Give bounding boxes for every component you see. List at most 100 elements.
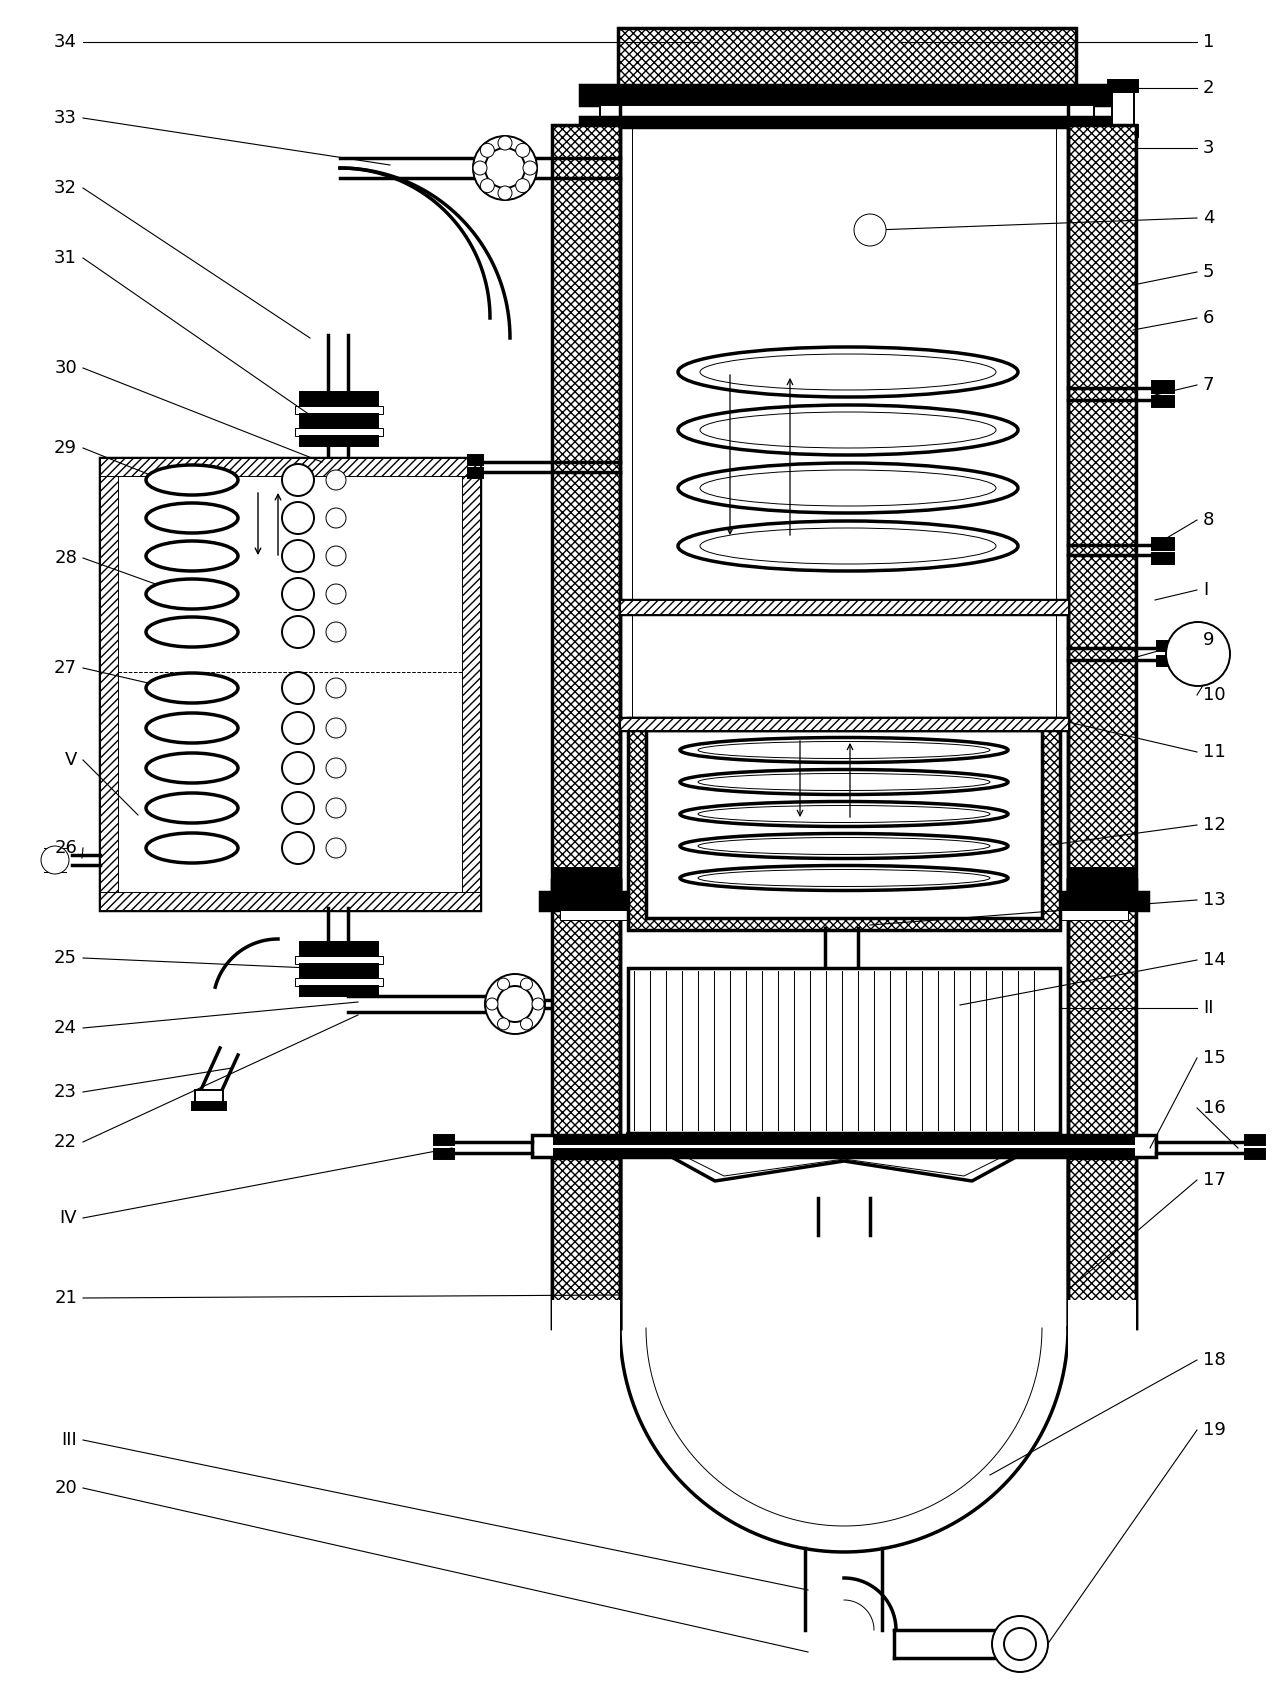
Bar	[100, 458, 480, 475]
Text: 26: 26	[54, 838, 77, 857]
Bar	[1245, 1135, 1265, 1145]
Ellipse shape	[146, 503, 238, 533]
Bar	[552, 1300, 620, 1360]
Circle shape	[992, 1615, 1048, 1672]
Circle shape	[326, 717, 346, 738]
Bar	[1068, 1300, 1137, 1360]
Circle shape	[486, 999, 498, 1010]
Text: 25: 25	[54, 949, 77, 966]
Bar	[300, 392, 378, 406]
Circle shape	[41, 845, 69, 874]
Circle shape	[521, 978, 532, 990]
Circle shape	[282, 617, 314, 648]
Bar	[618, 27, 1076, 85]
Circle shape	[282, 578, 314, 610]
Ellipse shape	[146, 579, 238, 608]
Text: 17: 17	[1203, 1171, 1226, 1189]
Circle shape	[498, 186, 512, 199]
Bar	[600, 106, 1094, 118]
Circle shape	[524, 160, 538, 176]
Ellipse shape	[146, 617, 238, 648]
Circle shape	[485, 975, 545, 1034]
Bar	[1108, 80, 1138, 92]
Circle shape	[521, 1017, 532, 1029]
Ellipse shape	[680, 738, 1009, 762]
Text: V: V	[64, 751, 77, 769]
Ellipse shape	[698, 741, 989, 758]
Circle shape	[480, 179, 494, 193]
Bar	[300, 942, 378, 956]
Text: 13: 13	[1203, 891, 1226, 908]
Circle shape	[532, 999, 544, 1010]
Text: 7: 7	[1203, 377, 1215, 394]
Circle shape	[282, 832, 314, 864]
Bar	[552, 867, 620, 896]
Ellipse shape	[1203, 627, 1217, 639]
Bar	[554, 1135, 1134, 1143]
Ellipse shape	[680, 833, 1009, 859]
Text: 1: 1	[1203, 32, 1215, 51]
Bar	[552, 1159, 620, 1327]
Text: 11: 11	[1203, 743, 1226, 762]
Ellipse shape	[700, 412, 996, 448]
Text: 3: 3	[1203, 140, 1215, 157]
Bar	[294, 956, 383, 964]
Circle shape	[516, 143, 530, 157]
Circle shape	[326, 508, 346, 528]
Text: 24: 24	[54, 1019, 77, 1038]
Ellipse shape	[146, 673, 238, 704]
Ellipse shape	[1167, 649, 1181, 659]
Ellipse shape	[146, 540, 238, 571]
Bar	[1152, 554, 1174, 564]
Text: 15: 15	[1203, 1050, 1226, 1067]
Text: 10: 10	[1203, 687, 1226, 704]
Ellipse shape	[678, 521, 1018, 571]
Text: 4: 4	[1203, 210, 1215, 227]
Bar	[552, 879, 620, 1327]
Circle shape	[282, 751, 314, 784]
Bar	[300, 987, 378, 997]
Bar	[532, 1135, 1156, 1157]
Text: 5: 5	[1203, 262, 1215, 281]
Ellipse shape	[1203, 670, 1217, 680]
Text: 19: 19	[1203, 1421, 1226, 1438]
Bar	[1152, 395, 1174, 407]
Ellipse shape	[700, 470, 996, 506]
Circle shape	[485, 148, 525, 187]
Bar	[1068, 867, 1137, 896]
Bar	[554, 1148, 1134, 1157]
Circle shape	[326, 470, 346, 491]
Text: 30: 30	[54, 360, 77, 377]
Circle shape	[498, 136, 512, 150]
Bar	[294, 428, 383, 436]
Circle shape	[282, 503, 314, 533]
Text: 8: 8	[1203, 511, 1215, 528]
Circle shape	[282, 792, 314, 825]
Bar	[620, 717, 1068, 729]
Circle shape	[497, 987, 532, 1022]
Bar	[300, 436, 378, 446]
Ellipse shape	[1179, 670, 1193, 680]
Circle shape	[326, 622, 346, 642]
Circle shape	[282, 671, 314, 704]
Text: 31: 31	[54, 249, 77, 268]
Bar	[1157, 656, 1179, 666]
Circle shape	[498, 1017, 509, 1029]
Ellipse shape	[146, 833, 238, 862]
Bar	[195, 1091, 223, 1104]
Circle shape	[326, 797, 346, 818]
Bar	[100, 458, 480, 910]
Text: 14: 14	[1203, 951, 1226, 970]
Ellipse shape	[700, 354, 996, 390]
Bar	[1157, 641, 1179, 651]
Circle shape	[854, 215, 886, 245]
Bar	[540, 891, 1148, 910]
Bar	[1108, 124, 1138, 136]
Text: 22: 22	[54, 1133, 77, 1150]
Bar	[1245, 1148, 1265, 1159]
Bar	[580, 85, 1114, 106]
Circle shape	[498, 978, 509, 990]
Circle shape	[326, 758, 346, 779]
Ellipse shape	[1179, 627, 1193, 639]
Text: 6: 6	[1203, 308, 1215, 327]
